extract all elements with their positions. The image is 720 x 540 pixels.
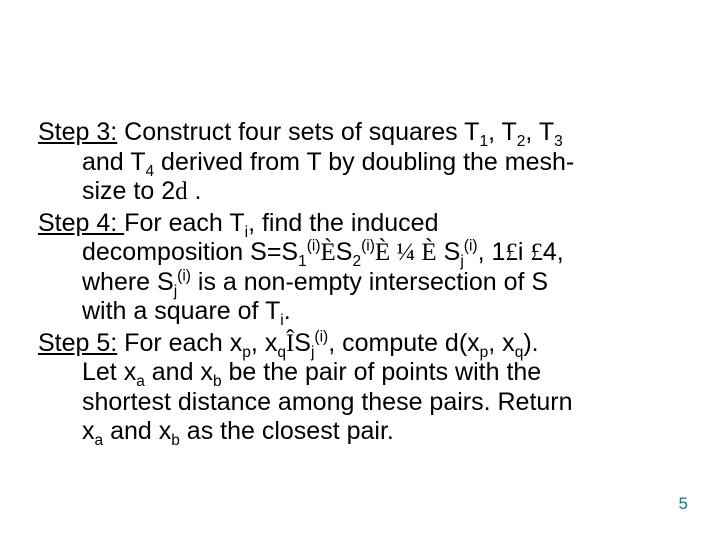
union-symbol: È	[421, 239, 436, 266]
step3-text: , T	[525, 118, 554, 146]
step3-label: Step 3:	[38, 118, 117, 146]
step3-paragraph: Step 3: Construct four sets of squares T…	[38, 118, 678, 207]
step3-text: Construct four sets of squares T	[117, 118, 479, 146]
step4-line2: decomposition S=S1(i)ÈS2(i)È ¼ È Sj(i), …	[38, 238, 678, 268]
step5-line3: shortest distance among these pairs. Ret…	[38, 388, 678, 418]
step5-text: , x	[488, 329, 514, 357]
slide-body: Step 3: Construct four sets of squares T…	[38, 118, 678, 449]
step4-text: , find the induced	[248, 209, 438, 237]
step4-label: Step 4:	[38, 209, 124, 237]
step5-text: shortest distance among these pairs. Ret…	[82, 388, 573, 416]
step5-line2: Let xa and xb be the pair of points with…	[38, 358, 678, 388]
step5-text: x	[82, 417, 95, 445]
sup: (i)	[307, 238, 321, 255]
step4-text: .	[284, 297, 291, 325]
step4-text: decomposition S=S	[82, 238, 298, 266]
sub: a	[95, 432, 104, 449]
step5-text: For each x	[117, 329, 242, 357]
dots-symbol: ¼	[390, 239, 421, 266]
step3-text: , T	[488, 118, 517, 146]
step4-paragraph: Step 4: For each T i , find the induced de…	[38, 209, 678, 327]
step5-text: Let x	[82, 358, 136, 386]
step3-line3: size to 2d .	[38, 177, 678, 207]
slide: Step 3: Construct four sets of squares T…	[0, 0, 720, 540]
step5-text: as the closest pair.	[180, 417, 394, 445]
le-symbol: £	[505, 239, 518, 266]
step3-line2: and T4 derived from T by doubling the me…	[38, 148, 678, 178]
step5-paragraph: Step 5: For each xp, xqÎSj(i), compute d…	[38, 329, 678, 447]
step3-text: and T	[82, 148, 145, 176]
step3-text: .	[188, 177, 202, 205]
step5-text: , x	[251, 329, 277, 357]
union-symbol: È	[375, 239, 390, 266]
step5-text: S	[294, 329, 311, 357]
step4-text: where S	[82, 268, 174, 296]
step5-text: ).	[523, 329, 538, 357]
sup: (i)	[464, 238, 478, 255]
step4-text: with a square of T	[82, 297, 280, 325]
le-symbol: £	[530, 239, 543, 266]
step4-line4: with a square of Ti.	[38, 297, 678, 327]
step4-text: , 1	[478, 238, 506, 266]
step5-text: and x	[103, 417, 171, 445]
step4-text: S	[336, 238, 353, 266]
page-number: 5	[679, 494, 688, 514]
step4-line3: where Sj(i) is a non-empty intersection …	[38, 268, 678, 298]
step5-text: , compute d(x	[328, 329, 479, 357]
union-symbol: È	[321, 239, 336, 266]
step4-text: is a non-empty intersection of S	[191, 268, 548, 296]
step5-line4: xa and xb as the closest pair.	[38, 417, 678, 447]
step3-text: derived from T by doubling the mesh-	[154, 148, 574, 176]
sup: (i)	[177, 267, 191, 284]
delta-symbol: d	[175, 178, 188, 205]
step5-text: be the pair of points with the	[222, 358, 542, 386]
step4-text: 4,	[543, 238, 564, 266]
step4-text: i	[518, 238, 531, 266]
sub: b	[171, 432, 180, 449]
sup: (i)	[314, 328, 328, 345]
step5-label: Step 5:	[38, 329, 117, 357]
sup: (i)	[361, 238, 375, 255]
step4-text: For each T	[124, 209, 244, 237]
step3-text: size to 2	[82, 177, 175, 205]
step4-text: S	[437, 238, 461, 266]
step5-text: and x	[145, 358, 213, 386]
